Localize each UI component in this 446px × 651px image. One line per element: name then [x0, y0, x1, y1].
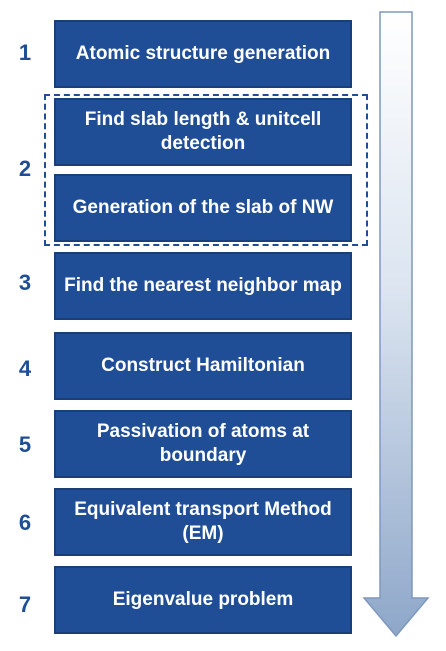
step-number-6: 6 [18, 510, 32, 535]
step-label-4: Construct Hamiltonian [101, 355, 305, 376]
step-2-group-frame [44, 94, 368, 246]
step-label-3: Find the nearest neighbor map [64, 275, 342, 296]
step-number-2: 2 [18, 156, 32, 181]
step-number-4: 4 [18, 356, 32, 381]
step-box-7: Eigenvalue problem [54, 566, 352, 634]
step-box-1: Atomic structure generation [54, 20, 352, 88]
step-label-1: Atomic structure generation [75, 43, 331, 64]
step-label-2a: Find slab length & unitcell detection [84, 109, 322, 154]
step-label-6: Equivalent transport Method (EM) [74, 499, 332, 544]
step-box-6: Equivalent transport Method (EM) [54, 488, 352, 556]
step-number-1: 1 [18, 40, 32, 65]
step-box-2b: Generation of the slab of NW [54, 174, 352, 242]
step-number-3: 3 [18, 270, 32, 295]
step-box-2a: Find slab length & unitcell detection [54, 98, 352, 166]
step-label-2b: Generation of the slab of NW [72, 197, 334, 218]
step-number-5: 5 [18, 432, 32, 457]
step-box-3: Find the nearest neighbor map [54, 252, 352, 320]
step-label-5: Passivation of atoms at boundary [96, 421, 310, 466]
step-number-7: 7 [18, 592, 32, 617]
step-box-4: Construct Hamiltonian [54, 332, 352, 400]
step-label-7: Eigenvalue problem [112, 589, 294, 610]
flow-arrow-icon [362, 11, 430, 638]
step-box-5: Passivation of atoms at boundary [54, 410, 352, 478]
